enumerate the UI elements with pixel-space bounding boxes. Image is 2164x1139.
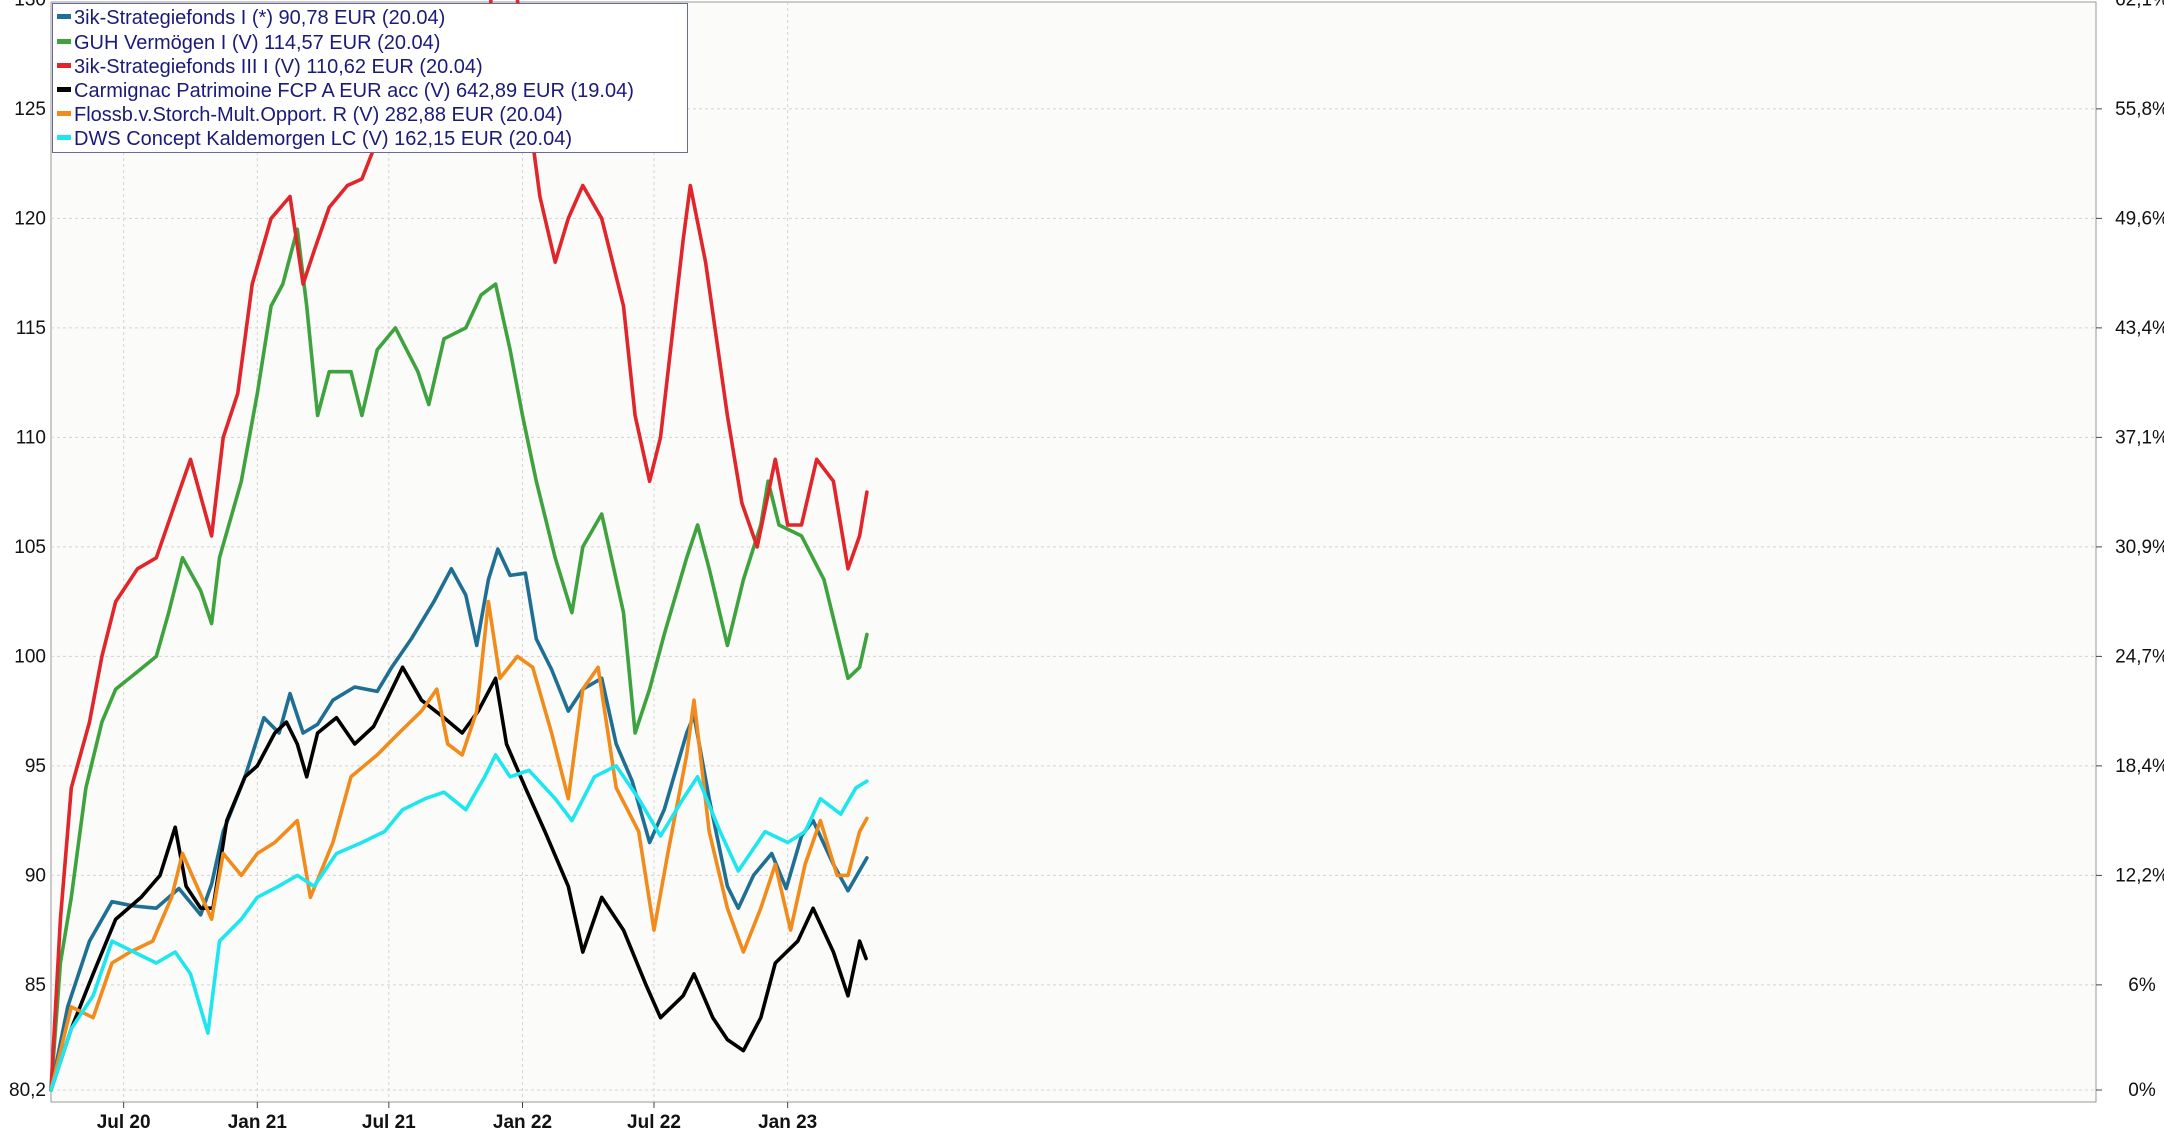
- series-line: [49, 547, 869, 1092]
- legend-entry-3ik-strategiefonds-i[interactable]: 3ik-Strategiefonds I (*) 90,78 EUR (20.0…: [57, 6, 445, 30]
- y-tick-label-left: 115: [16, 318, 46, 339]
- x-tick-label: Jul 22: [627, 1112, 681, 1133]
- legend-swatch: [57, 135, 71, 141]
- y-tick-label-left: 130: [14, 0, 46, 10]
- series-line: [49, 753, 869, 1092]
- y-tick-label-right: 43,4%: [2115, 318, 2164, 339]
- y-tick-label-right: 55,8%: [2115, 99, 2164, 120]
- y-tick-label-right: 12,2%: [2115, 865, 2164, 886]
- legend-swatch: [57, 111, 71, 117]
- legend-swatch: [57, 39, 71, 45]
- y-tick-label-left: 120: [14, 208, 46, 229]
- legend-entry-3ik-strategiefonds-iii[interactable]: 3ik-Strategiefonds III I (V) 110,62 EUR …: [57, 55, 483, 79]
- legend-entry-guh-vermoegen[interactable]: GUH Vermögen I (V) 114,57 EUR (20.04): [57, 31, 440, 55]
- legend-entry-carmignac-patrimoine[interactable]: Carmignac Patrimoine FCP A EUR acc (V) 6…: [57, 79, 634, 103]
- y-tick-label-right: 62,1%: [2115, 0, 2164, 10]
- x-tick-label: Jul 20: [97, 1112, 151, 1133]
- y-tick-label-left: 80,2: [9, 1080, 46, 1101]
- y-tick-label-left: 90: [25, 865, 46, 886]
- series-line: [49, 227, 869, 1092]
- x-tick-label: Jan 21: [228, 1112, 288, 1133]
- y-tick-label-left: 105: [14, 537, 46, 558]
- legend-swatch: [57, 87, 71, 93]
- series-line: [49, 665, 868, 1092]
- y-tick-label-left: 110: [16, 427, 46, 448]
- legend-label: 3ik-Strategiefonds III I (V) 110,62 EUR …: [74, 56, 483, 78]
- x-tick-label: Jan 22: [493, 1112, 552, 1133]
- legend-swatch: [57, 14, 71, 20]
- legend-label: GUH Vermögen I (V) 114,57 EUR (20.04): [74, 32, 441, 54]
- y-tick-label-right: 6%: [2128, 975, 2156, 996]
- axes: 80,2 85 90 95 100 105 110 115 120 125 130 0% 6% 12,2%…: [9, 0, 2164, 1133]
- y-tick-label-right: 0%: [2128, 1080, 2156, 1101]
- y-tick-label-right: 49,6%: [2115, 208, 2164, 229]
- legend-label: DWS Concept Kaldemorgen LC (V) 162,15 EU…: [74, 128, 573, 150]
- series-line: [49, 599, 869, 1092]
- y-tick-label-left: 95: [25, 756, 46, 777]
- y-tick-label-right: 18,4%: [2115, 756, 2164, 777]
- y-tick-label-left: 85: [25, 975, 46, 996]
- legend-label: Flossb.v.Storch-Mult.Opport. R (V) 282,8…: [74, 104, 563, 126]
- legend-entry-dws-kaldemorgen[interactable]: DWS Concept Kaldemorgen LC (V) 162,15 EU…: [57, 127, 572, 151]
- y-tick-label-right: 37,1%: [2115, 427, 2164, 448]
- legend-swatch: [57, 63, 71, 69]
- grid: [51, 2, 2096, 1102]
- legend-label: Carmignac Patrimoine FCP A EUR acc (V) 6…: [74, 80, 634, 102]
- x-tick-label: Jan 23: [758, 1112, 817, 1133]
- legend-entry-flossbach-storch[interactable]: Flossb.v.Storch-Mult.Opport. R (V) 282,8…: [57, 103, 563, 127]
- y-tick-label-left: 125: [14, 99, 46, 120]
- plot-background: [50, 1, 2097, 1103]
- y-tick-label-left: 100: [14, 646, 46, 667]
- x-tick-label: Jul 21: [362, 1112, 416, 1133]
- y-tick-label-right: 24,7%: [2115, 646, 2164, 667]
- y-tick-label-right: 30,9%: [2115, 537, 2164, 558]
- legend-label: 3ik-Strategiefonds I (*) 90,78 EUR (20.0…: [74, 7, 446, 29]
- legend: 3ik-Strategiefonds I (*) 90,78 EUR (20.0…: [52, 3, 688, 153]
